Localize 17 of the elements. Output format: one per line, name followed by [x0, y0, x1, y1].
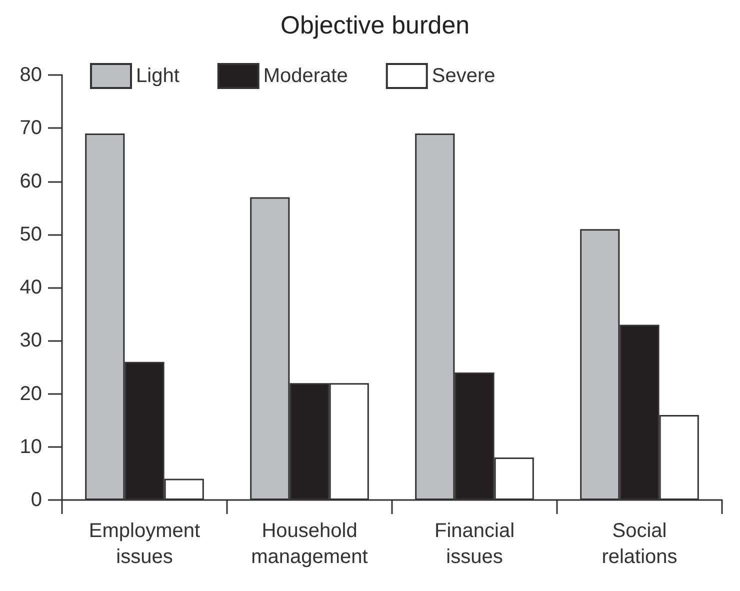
- chart-title: Objective burden: [280, 12, 470, 40]
- y-tick-label: 50: [20, 223, 42, 246]
- legend-label: Severe: [432, 65, 496, 87]
- x-tick-label: Social relations: [602, 520, 678, 568]
- legend-label: Light: [136, 65, 180, 87]
- y-tick-label: 30: [20, 330, 42, 352]
- x-tick-label: Financial issues: [434, 520, 515, 568]
- y-tick-label: 0: [30, 489, 42, 511]
- y-tick-label: 70: [20, 117, 42, 140]
- x-tick-label: Employment issues: [88, 520, 201, 568]
- y-tick-label: 20: [20, 382, 42, 405]
- y-tick-label: 10: [20, 436, 42, 458]
- y-tick-label: 60: [20, 170, 42, 192]
- legend-label: Moderate: [263, 65, 348, 87]
- y-tick-label: 80: [20, 64, 42, 86]
- y-tick-label: 40: [20, 276, 42, 298]
- x-tick-label: Household management: [251, 520, 368, 568]
